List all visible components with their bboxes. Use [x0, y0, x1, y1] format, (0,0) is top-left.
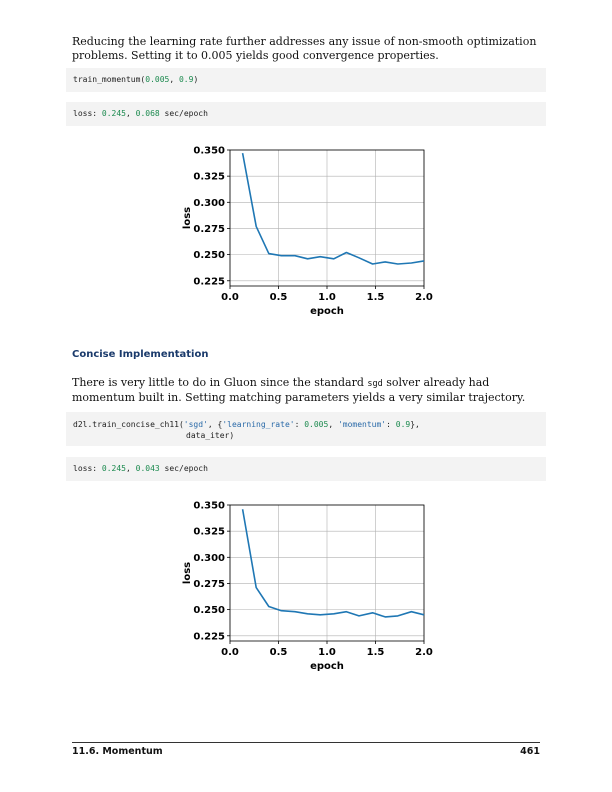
code-arg-momentum: 0.9 [178, 75, 194, 84]
code-punct: }, [410, 420, 420, 429]
code-str-sgd: 'sgd' [183, 420, 208, 429]
output-loss: 0.245 [101, 464, 126, 473]
y-tick-label: 0.225 [193, 276, 225, 287]
paragraph-intro: Reducing the learning rate further addre… [72, 35, 537, 62]
y-tick-label: 0.275 [193, 579, 225, 590]
inline-code-sgd: sgd [367, 379, 383, 389]
y-tick-label: 0.225 [193, 631, 225, 642]
output-cell-2: loss: 0.245, 0.043 sec/epoch [66, 457, 546, 481]
x-tick-label: 0.5 [270, 647, 288, 658]
output-prefix: loss: [73, 464, 102, 473]
x-tick-label: 1.5 [367, 292, 385, 303]
paragraph-concise: There is very little to do in Gluon sinc… [72, 376, 542, 405]
y-tick-label: 0.250 [193, 250, 225, 261]
code-punct: : [386, 420, 396, 429]
loss-line [241, 509, 425, 618]
output-time: 0.068 [135, 109, 160, 118]
x-tick-label: 1.0 [318, 292, 336, 303]
page-number: 461 [520, 746, 540, 757]
x-tick-label: 0.5 [270, 292, 288, 303]
output-sep: , [126, 109, 136, 118]
chart-axes: 0.0 0.5 1.0 1.5 2.0 0.225 0.250 0.275 0.300 0.325… [182, 146, 433, 318]
output-time: 0.043 [135, 464, 160, 473]
x-axis-label: epoch [310, 306, 344, 317]
plot-frame [229, 504, 425, 642]
code-line-1: d2l.train_concise_ch11('sgd', {'learning… [73, 419, 539, 430]
output-sep: , [126, 464, 136, 473]
y-tick-label: 0.250 [193, 605, 225, 616]
x-tick-label: 2.0 [415, 647, 433, 658]
output-cell-1: loss: 0.245, 0.068 sec/epoch [66, 102, 546, 126]
code-fn: train_momentum( [73, 75, 146, 84]
loss-line [241, 152, 425, 265]
output-suffix: sec/epoch [159, 109, 208, 118]
loss-chart-concise: 0.0 0.5 1.0 1.5 2.0 0.225 0.250 0.275 0.300 0.325… [182, 501, 433, 673]
chart-axes: 0.0 0.5 1.0 1.5 2.0 0.225 0.250 0.275 0.300 0.325… [182, 501, 433, 673]
code-num-lr: 0.005 [304, 420, 329, 429]
code-num-momentum: 0.9 [395, 420, 411, 429]
y-axis-label: loss [182, 562, 193, 584]
code-cell-train-momentum[interactable]: train_momentum(0.005, 0.9) [66, 68, 546, 92]
footer-section: 11.6. Momentum [72, 746, 163, 757]
code-sep: , [169, 75, 179, 84]
y-axis-label: loss [182, 207, 193, 229]
x-tick-label: 2.0 [415, 292, 433, 303]
footer-divider [72, 742, 540, 743]
x-tick-label: 1.0 [318, 647, 336, 658]
section-heading: Concise Implementation [72, 349, 209, 360]
code-str-momentum: 'momentum' [337, 420, 387, 429]
loss-chart-momentum: 0.0 0.5 1.0 1.5 2.0 0.225 0.250 0.275 0.300 0.325… [182, 146, 433, 318]
output-suffix: sec/epoch [159, 464, 208, 473]
x-axis-label: epoch [310, 661, 344, 672]
y-tick-label: 0.300 [193, 553, 225, 564]
plot-frame [229, 149, 425, 287]
y-tick-label: 0.275 [193, 224, 225, 235]
output-loss: 0.245 [101, 109, 126, 118]
x-tick-label: 0.0 [221, 292, 239, 303]
y-tick-label: 0.350 [193, 501, 225, 512]
paragraph-concise-pre: There is very little to do in Gluon sinc… [72, 376, 368, 389]
y-tick-label: 0.300 [193, 198, 225, 209]
code-cell-train-concise[interactable]: d2l.train_concise_ch11('sgd', {'learning… [66, 412, 546, 446]
y-tick-label: 0.325 [193, 527, 225, 538]
code-str-lr: 'learning_rate' [222, 420, 295, 429]
paragraph-concise-post: solver already had momentum built in. Se… [72, 376, 526, 404]
code-punct: , [328, 420, 338, 429]
code-line-2: data_iter) [186, 431, 235, 440]
code-fn: d2l.train_concise_ch11( [73, 420, 184, 429]
code-end: ) [193, 75, 199, 84]
code-punct: , { [207, 420, 223, 429]
code-arg-lr: 0.005 [145, 75, 170, 84]
code-punct: : [294, 420, 305, 429]
x-tick-label: 1.5 [367, 647, 385, 658]
y-tick-label: 0.325 [193, 172, 225, 183]
y-tick-label: 0.350 [193, 146, 225, 157]
output-prefix: loss: [73, 109, 102, 118]
x-tick-label: 0.0 [221, 647, 239, 658]
